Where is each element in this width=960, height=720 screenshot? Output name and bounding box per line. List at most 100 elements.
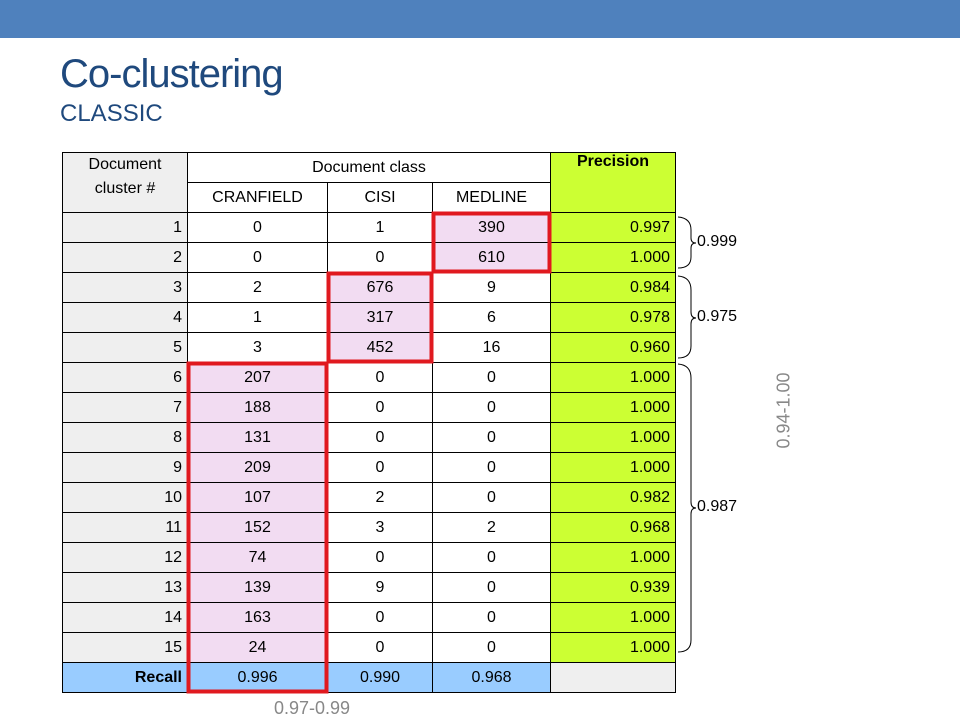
cisi-cell: 0 (327, 632, 433, 663)
cisi-cell: 0 (327, 542, 433, 573)
table-row: 8 131 0 0 1.000 (62, 422, 676, 453)
medline-cell: 390 (432, 212, 551, 243)
precision-cell: 0.960 (550, 332, 676, 363)
cranfield-cell: 1 (187, 302, 328, 333)
medline-cell: 0 (432, 362, 551, 393)
recall-label: Recall (62, 662, 188, 693)
cranfield-cell: 131 (187, 422, 328, 453)
cisi-cell: 2 (327, 482, 433, 513)
recall-row: Recall 0.996 0.990 0.968 (62, 662, 676, 693)
cluster-cell: 10 (62, 482, 188, 513)
cluster-cell: 1 (62, 212, 188, 243)
precision-cell: 1.000 (550, 452, 676, 483)
cisi-cell: 0 (327, 392, 433, 423)
medline-cell: 0 (432, 482, 551, 513)
precision-header: Precision (550, 152, 676, 213)
cluster-cell: 13 (62, 572, 188, 603)
cranfield-cell: 107 (187, 482, 328, 513)
medline-highlight-box (431, 211, 552, 274)
medline-cell: 0 (432, 422, 551, 453)
precision-cell: 1.000 (550, 422, 676, 453)
precision-group-2-bracket (677, 275, 697, 359)
cluster-cell: 3 (62, 272, 188, 303)
header-bar (0, 0, 960, 38)
cluster-cell: 11 (62, 512, 188, 543)
medline-cell: 0 (432, 392, 551, 423)
cluster-cell: 14 (62, 602, 188, 633)
cluster-cell: 7 (62, 392, 188, 423)
cisi-cell: 9 (327, 572, 433, 603)
medline-cell: 0 (432, 452, 551, 483)
cranfield-highlight-box (186, 361, 329, 694)
recall-cell: 0.990 (327, 662, 433, 693)
table-row: 12 74 0 0 1.000 (62, 542, 676, 573)
cisi-cell: 0 (327, 602, 433, 633)
cranfield-cell: 0 (187, 212, 328, 243)
precision-cell: 1.000 (550, 242, 676, 273)
confusion-table: Document cluster # Document class Precis… (62, 152, 676, 693)
table-row: 7 188 0 0 1.000 (62, 392, 676, 423)
table-row: 9 209 0 0 1.000 (62, 452, 676, 483)
precision-cell: 1.000 (550, 542, 676, 573)
cisi-cell: 0 (327, 452, 433, 483)
precision-cell: 1.000 (550, 392, 676, 423)
table-row: 6 207 0 0 1.000 (62, 362, 676, 393)
precision-cell: 1.000 (550, 362, 676, 393)
cluster-cell: 12 (62, 542, 188, 573)
class-header: Document class (187, 152, 551, 183)
precision-cell: 1.000 (550, 602, 676, 633)
cisi-cell: 0 (327, 362, 433, 393)
class-medline: MEDLINE (432, 182, 551, 213)
precision-group-1-label: 0.999 (697, 233, 738, 250)
cranfield-cell: 0 (187, 242, 328, 273)
precision-cell: 0.984 (550, 272, 676, 303)
table-row: 15 24 0 0 1.000 (62, 632, 676, 663)
cluster-cell: 8 (62, 422, 188, 453)
medline-cell: 0 (432, 602, 551, 633)
cranfield-cell: 139 (187, 572, 328, 603)
recall-cell: 0.996 (187, 662, 328, 693)
cranfield-cell: 207 (187, 362, 328, 393)
cranfield-cell: 74 (187, 542, 328, 573)
slide-title: Co-clustering (60, 52, 284, 96)
recall-empty-cell (550, 662, 676, 693)
medline-cell: 6 (432, 302, 551, 333)
recall-cell: 0.968 (432, 662, 551, 693)
cisi-cell: 0 (327, 242, 433, 273)
precision-cell: 0.968 (550, 512, 676, 543)
precision-cell: 0.978 (550, 302, 676, 333)
medline-cell: 16 (432, 332, 551, 363)
table-row: 10 107 2 0 0.982 (62, 482, 676, 513)
cranfield-cell: 163 (187, 602, 328, 633)
precision-group-3-bracket (677, 363, 697, 653)
class-cranfield: CRANFIELD (187, 182, 328, 213)
cluster-cell: 9 (62, 452, 188, 483)
cluster-cell: 6 (62, 362, 188, 393)
table-row: 13 139 9 0 0.939 (62, 572, 676, 603)
cranfield-cell: 188 (187, 392, 328, 423)
table-row: 3 2 676 9 0.984 (62, 272, 676, 303)
medline-cell: 0 (432, 572, 551, 603)
slide-subtitle: CLASSIC (60, 100, 163, 127)
table-row: 4 1 317 6 0.978 (62, 302, 676, 333)
cluster-cell: 4 (62, 302, 188, 333)
precision-cell: 0.997 (550, 212, 676, 243)
cisi-highlight-box (326, 271, 434, 364)
cisi-cell: 317 (327, 302, 433, 333)
cluster-cell: 15 (62, 632, 188, 663)
table-row: 14 163 0 0 1.000 (62, 602, 676, 633)
precision-group-1-bracket (677, 216, 697, 269)
precision-group-3-label: 0.987 (697, 498, 738, 515)
medline-cell: 0 (432, 632, 551, 663)
recall-range-label: 0.97-0.99 (274, 698, 351, 718)
cranfield-cell: 3 (187, 332, 328, 363)
medline-cell: 0 (432, 542, 551, 573)
cranfield-cell: 152 (187, 512, 328, 543)
cranfield-cell: 24 (187, 632, 328, 663)
cranfield-cell: 209 (187, 452, 328, 483)
table-row: 1 0 1 390 0.997 (62, 212, 676, 243)
cisi-cell: 676 (327, 272, 433, 303)
table-row: 2 0 0 610 1.000 (62, 242, 676, 273)
precision-cell: 0.939 (550, 572, 676, 603)
